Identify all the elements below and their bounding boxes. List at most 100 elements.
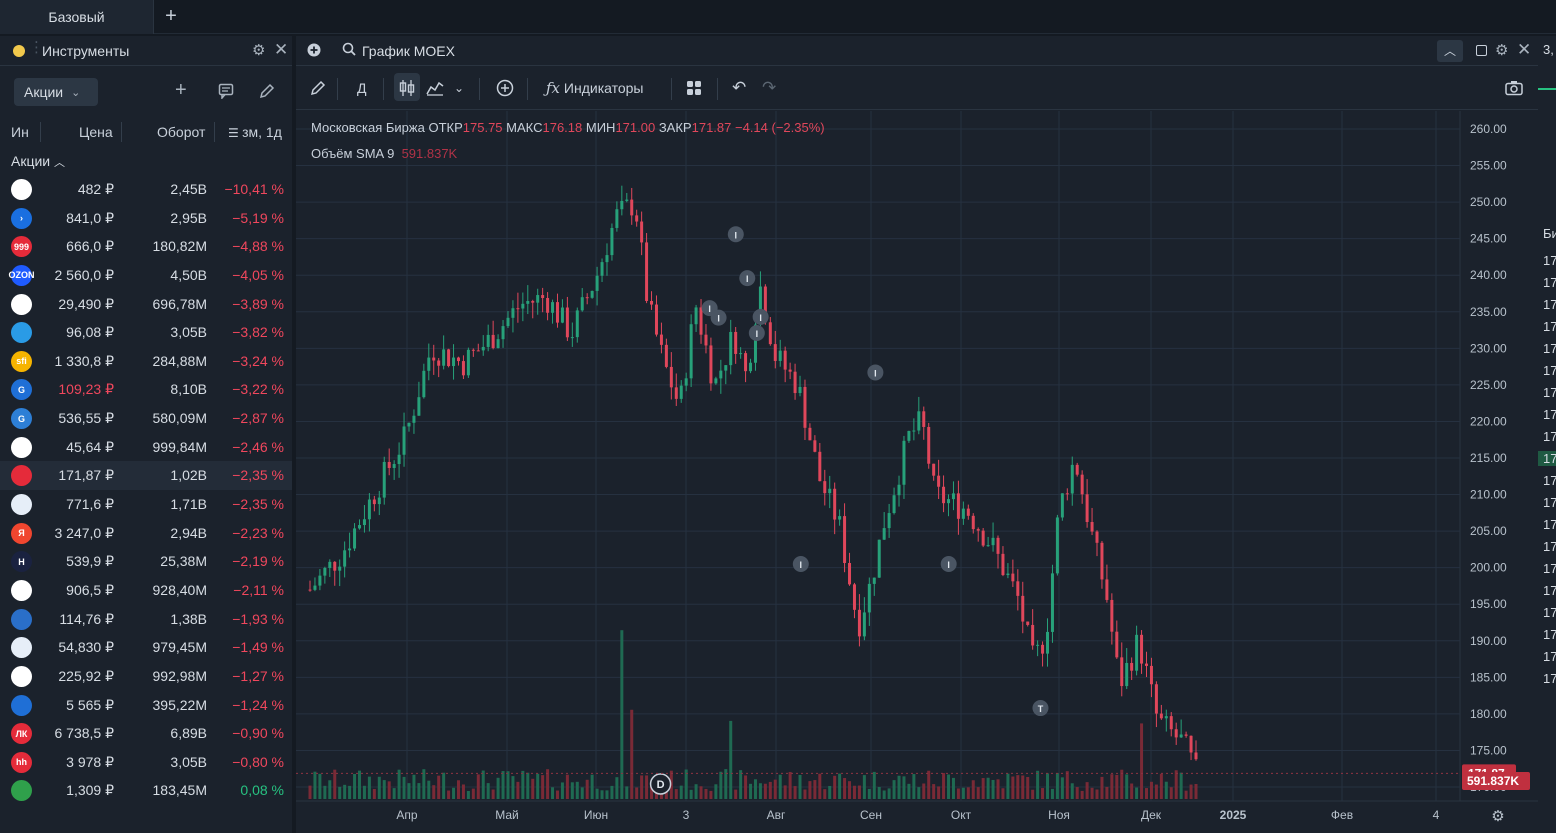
tab-workspace[interactable]: Базовый bbox=[0, 0, 154, 34]
candle-body bbox=[1065, 493, 1069, 495]
instrument-row[interactable]: 29,490 ₽ 696,78M −3,89 % bbox=[0, 290, 292, 319]
instrument-row[interactable]: 906,5 ₽ 928,40M −2,11 % bbox=[0, 576, 292, 605]
add-tab-button[interactable]: + bbox=[165, 5, 177, 27]
collapse-button[interactable]: ︿ bbox=[1437, 40, 1463, 62]
instrument-row[interactable]: 225,92 ₽ 992,98M −1,27 % bbox=[0, 662, 292, 691]
candle-body bbox=[778, 350, 782, 361]
price-chart[interactable]: 260.00 255.00 250.00 245.00 240.00 235.00 230.… bbox=[296, 111, 1538, 833]
col-divider[interactable] bbox=[121, 122, 122, 142]
category-select[interactable]: Акции ⌄ bbox=[14, 78, 98, 106]
event-marker-label: I bbox=[717, 314, 720, 324]
candle-body bbox=[669, 366, 673, 388]
instrument-row[interactable]: H 539,9 ₽ 25,38M −2,19 % bbox=[0, 547, 292, 576]
candle-body bbox=[1085, 494, 1089, 523]
volume-bar bbox=[1001, 788, 1005, 799]
interval-button[interactable]: Д bbox=[357, 80, 367, 96]
instrument-row[interactable]: 114,76 ₽ 1,38B −1,93 % bbox=[0, 605, 292, 634]
instrument-price: 536,55 ₽ bbox=[58, 410, 114, 427]
col-divider[interactable] bbox=[214, 122, 215, 142]
candle-body bbox=[971, 515, 975, 530]
instrument-row[interactable]: G 536,55 ₽ 580,09M −2,87 % bbox=[0, 404, 292, 433]
candle-body bbox=[343, 550, 347, 567]
compare-add-icon[interactable] bbox=[496, 76, 514, 100]
candle-body bbox=[476, 350, 480, 352]
volume-bar bbox=[353, 773, 357, 799]
col-turnover[interactable]: Оборот bbox=[157, 124, 206, 140]
col-divider[interactable] bbox=[40, 122, 41, 142]
instrument-row[interactable]: 999 666,0 ₽ 180,82M −4,88 % bbox=[0, 232, 292, 261]
drag-handle-icon[interactable]: ⋮ bbox=[29, 39, 44, 56]
volume-bar bbox=[783, 785, 787, 799]
instrument-row[interactable]: 1,309 ₽ 183,45M 0,08 % bbox=[0, 776, 292, 805]
instrument-row[interactable]: Я 3 247,0 ₽ 2,94B −2,23 % bbox=[0, 519, 292, 548]
undo-icon[interactable]: ↶ bbox=[732, 78, 747, 97]
close-icon[interactable]: ✕ bbox=[274, 40, 289, 59]
candle-body bbox=[397, 454, 401, 465]
candle-body bbox=[932, 463, 936, 476]
instrument-price: 225,92 ₽ bbox=[58, 667, 114, 684]
instrument-row[interactable]: 771,6 ₽ 1,71B −2,35 % bbox=[0, 490, 292, 519]
event-marker-icon bbox=[739, 270, 756, 287]
chart-title-label: График bbox=[362, 43, 410, 59]
instrument-row[interactable]: 54,830 ₽ 979,45M −1,49 % bbox=[0, 633, 292, 662]
candle-body bbox=[1164, 716, 1168, 719]
instrument-change: −3,89 % bbox=[232, 295, 284, 312]
volume-bar bbox=[1075, 787, 1079, 799]
chart-title[interactable]: График MOEX bbox=[362, 43, 455, 59]
toolbar-divider bbox=[337, 78, 338, 100]
candle-body bbox=[521, 303, 525, 309]
candle-body bbox=[620, 200, 624, 210]
candle-body bbox=[1189, 735, 1193, 753]
layout-grid-icon[interactable] bbox=[686, 76, 702, 100]
x-tick-label: Авг bbox=[767, 808, 786, 822]
redo-icon[interactable]: ↷ bbox=[762, 78, 777, 97]
candle-body bbox=[956, 493, 960, 519]
instrument-row[interactable]: G 109,23 ₽ 8,10B −3,22 % bbox=[0, 375, 292, 404]
gear-icon[interactable]: ⚙ bbox=[1495, 42, 1509, 59]
volume-bar bbox=[372, 789, 376, 799]
col-ticker[interactable]: Ин bbox=[11, 124, 29, 140]
candle-body bbox=[580, 297, 584, 311]
candles-icon[interactable] bbox=[398, 76, 416, 100]
instrument-row[interactable]: hh 3 978 ₽ 3,05B −0,80 % bbox=[0, 748, 292, 777]
draw-pencil-icon[interactable] bbox=[310, 76, 326, 100]
volume-bar bbox=[833, 775, 837, 799]
instrument-row[interactable]: ЛК 6 738,5 ₽ 6,89B −0,90 % bbox=[0, 719, 292, 748]
instrument-logo-icon bbox=[11, 665, 32, 687]
chevron-down-icon[interactable]: ⌄ bbox=[454, 81, 465, 95]
legend-open-label: ОТКР bbox=[428, 120, 463, 135]
gear-icon[interactable]: ⚙ bbox=[252, 42, 266, 59]
volume-price-label: 591.837K bbox=[1467, 774, 1519, 788]
volume-bar bbox=[862, 775, 866, 799]
search-icon[interactable] bbox=[342, 42, 356, 60]
volume-legend: Объём SMA 9 591.837K bbox=[311, 146, 457, 161]
maximize-icon[interactable] bbox=[1476, 45, 1487, 56]
instrument-row[interactable]: 482 ₽ 2,45B −10,41 % bbox=[0, 175, 292, 204]
instrument-row[interactable]: OZON 2 560,0 ₽ 4,50B −4,05 % bbox=[0, 261, 292, 290]
comment-icon[interactable] bbox=[218, 83, 234, 103]
link-color-dot-icon[interactable] bbox=[13, 45, 25, 57]
instrument-row[interactable]: 96,08 ₽ 3,05B −3,82 % bbox=[0, 318, 292, 347]
instrument-row[interactable]: 171,87 ₽ 1,02B −2,35 % bbox=[0, 461, 292, 491]
pencil-icon[interactable] bbox=[259, 83, 275, 103]
volume-bar bbox=[323, 785, 327, 799]
instrument-row[interactable]: 45,64 ₽ 999,84M −2,46 % bbox=[0, 433, 292, 462]
volume-bar bbox=[600, 790, 604, 799]
instrument-row[interactable]: sfi 1 330,8 ₽ 284,88M −3,24 % bbox=[0, 347, 292, 376]
instrument-logo-icon: › bbox=[11, 207, 32, 229]
instrument-row[interactable]: 5 565 ₽ 395,22M −1,24 % bbox=[0, 691, 292, 720]
chart-type-icon[interactable] bbox=[426, 76, 444, 100]
col-price[interactable]: Цена bbox=[79, 124, 113, 140]
add-instrument-icon[interactable]: + bbox=[175, 79, 187, 101]
instrument-row[interactable]: › 841,0 ₽ 2,95B −5,19 % bbox=[0, 204, 292, 233]
col-change[interactable]: ☰ зм, 1д bbox=[228, 120, 282, 144]
indicators-button[interactable]: ƒx Индикаторы bbox=[546, 76, 644, 100]
add-circle-icon[interactable] bbox=[307, 43, 321, 61]
volume-bar bbox=[1016, 775, 1020, 799]
legend-high: 176.18 bbox=[542, 120, 583, 135]
close-icon[interactable]: ✕ bbox=[1517, 40, 1532, 59]
group-header[interactable]: Акции ︿ bbox=[11, 153, 65, 170]
volume-bar bbox=[1120, 769, 1124, 799]
camera-icon[interactable] bbox=[1505, 76, 1523, 100]
volume-bar bbox=[1159, 773, 1163, 799]
